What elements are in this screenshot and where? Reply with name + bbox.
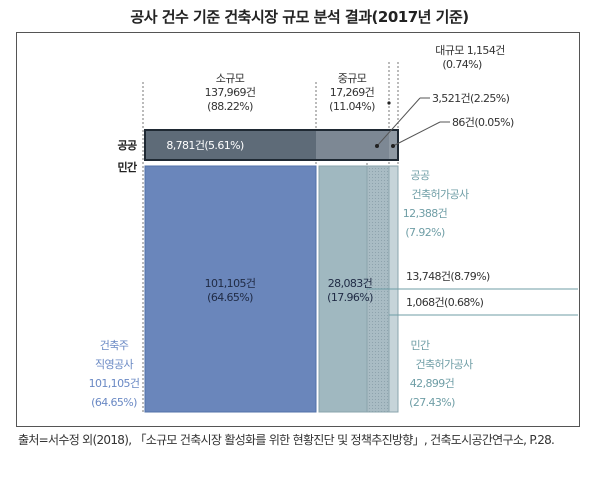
cell-private-small bbox=[144, 165, 317, 413]
public-permit-line2: 건축허가공사 bbox=[411, 188, 469, 201]
cell-public-small-label: 8,781건(5.61%) bbox=[166, 139, 244, 152]
col-medium-count: 17,269건 bbox=[330, 86, 374, 99]
col-large-pct: (0.74%) bbox=[442, 58, 482, 71]
col-medium-label: 중규모 bbox=[338, 72, 367, 85]
leader-large-column-dot bbox=[387, 101, 391, 105]
direct-line1: 건축주 bbox=[100, 339, 129, 352]
public-permit-line4: (7.92%) bbox=[405, 226, 445, 239]
source-note: 출처=서수정 외(2018), 「소규모 건축시장 활성화를 위한 현황진단 및… bbox=[18, 433, 555, 447]
leader-public-medium bbox=[376, 97, 421, 147]
public-permit-line1: 공공 bbox=[410, 169, 430, 182]
direct-line2: 직영공사 bbox=[95, 358, 134, 371]
leader-public-medium-dot bbox=[375, 144, 379, 148]
cell-public-medium-label: 3,521건(2.25%) bbox=[432, 92, 510, 105]
direct-line3: 101,105건 bbox=[89, 377, 140, 390]
direct-line4: (64.65%) bbox=[91, 396, 137, 409]
row-label-public: 공공 bbox=[117, 139, 137, 152]
cell-public-large-label: 86건(0.05%) bbox=[452, 116, 514, 129]
public-permit-line3: 12,388건 bbox=[403, 207, 447, 220]
cell-private-large-label: 1,068건(0.68%) bbox=[406, 296, 484, 309]
cell-public-small bbox=[145, 130, 316, 160]
row-label-private: 민간 bbox=[117, 160, 137, 174]
public-row-outline bbox=[144, 129, 399, 161]
col-small-pct: (88.22%) bbox=[207, 100, 253, 113]
cell-private-medium bbox=[318, 165, 368, 413]
cell-private-medium-other-label: 13,748건(8.79%) bbox=[406, 270, 490, 283]
cell-private-small-pct: (64.65%) bbox=[207, 291, 253, 304]
cell-private-small-count: 101,105건 bbox=[205, 277, 256, 290]
leader-public-large-dot bbox=[391, 144, 395, 148]
chart-frame bbox=[16, 32, 580, 427]
cell-private-medium-count: 28,083건 bbox=[328, 277, 372, 290]
leader-public-large bbox=[392, 121, 441, 147]
private-permit-line4: (27.43%) bbox=[409, 396, 455, 409]
private-permit-line3: 42,899건 bbox=[410, 377, 454, 390]
chart-title: 공사 건수 기준 건축시장 규모 분석 결과(2017년 기준) bbox=[130, 8, 469, 26]
col-large-label: 대규모 1,154건 bbox=[435, 44, 504, 57]
private-permit-line2: 건축허가공사 bbox=[415, 358, 473, 371]
col-small-label: 소규모 bbox=[216, 72, 245, 85]
cell-private-medium-pct: (17.96%) bbox=[327, 291, 373, 304]
private-permit-line1: 민간 bbox=[410, 339, 430, 352]
col-small-count: 137,969건 bbox=[205, 86, 256, 99]
col-medium-pct: (11.04%) bbox=[329, 100, 375, 113]
